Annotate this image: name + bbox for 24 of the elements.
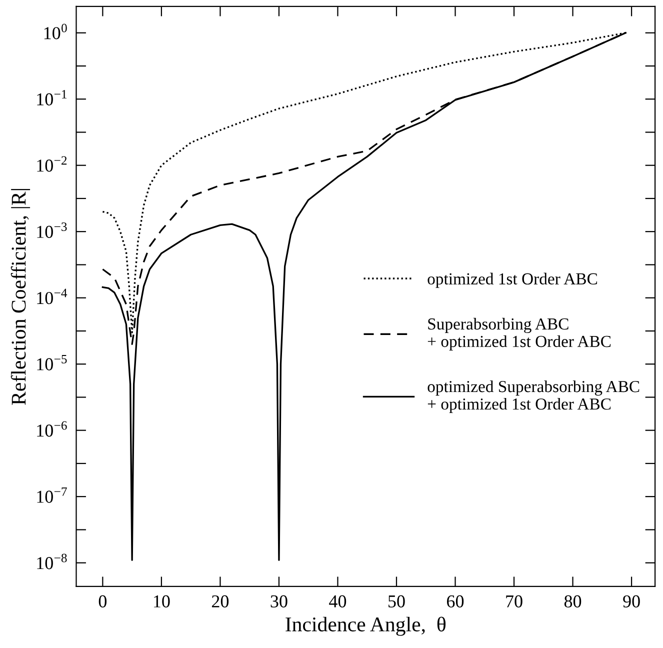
x-tick-label: 70 <box>506 595 522 608</box>
x-tick-label: 20 <box>212 595 229 608</box>
x-tick-label: 30 <box>270 595 288 608</box>
y-tick-label: 10$^{−6}$ <box>37 421 67 437</box>
x-tick-label: 50 <box>388 595 405 608</box>
x-tick-label: 10 <box>154 595 170 608</box>
x-tick-label: 0 <box>98 595 107 608</box>
y-tick-label: 10$^{−2}$ <box>37 156 67 172</box>
y-tick-label: 10$^{−7}$ <box>37 487 67 503</box>
x-tick-label: 40 <box>329 595 346 608</box>
legend-label: optimized 1st Order ABC <box>428 272 597 288</box>
y-tick-label: 10$^{0}$ <box>44 24 67 40</box>
legend-label: optimized Superabsorbing ABC + optimized 1st Order ABC <box>428 380 640 414</box>
y-tick-label: 10$^{−5}$ <box>37 354 67 370</box>
y-tick-label: 10$^{−8}$ <box>37 554 67 570</box>
legend-label: Superabsorbing ABC + optimized 1st Order ABC <box>428 318 611 350</box>
y-tick-label: 10$^{−4}$ <box>37 288 68 304</box>
x-axis-title: Incidence Angle, θ <box>286 616 446 636</box>
y-axis-title: Reflection Coefficient, |R| <box>10 189 30 405</box>
x-tick-label: 80 <box>564 595 582 608</box>
x-tick-label: 60 <box>447 595 464 608</box>
y-tick-label: 10$^{−3}$ <box>37 222 67 238</box>
y-tick-label: 10$^{−1}$ <box>37 90 67 106</box>
x-tick-label: 90 <box>623 595 640 608</box>
